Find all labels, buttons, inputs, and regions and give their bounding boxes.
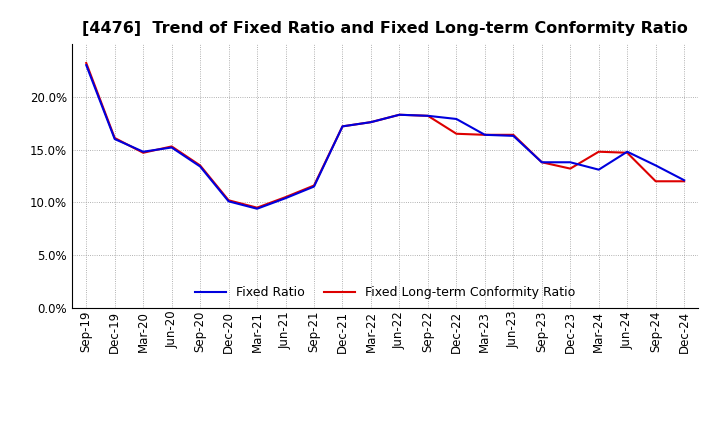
Fixed Long-term Conformity Ratio <box>253 205 261 210</box>
Fixed Long-term Conformity Ratio <box>423 113 432 118</box>
Fixed Ratio <box>395 112 404 117</box>
Fixed Ratio <box>366 120 375 125</box>
Fixed Ratio <box>110 136 119 142</box>
Fixed Ratio <box>480 132 489 137</box>
Fixed Long-term Conformity Ratio <box>509 132 518 137</box>
Fixed Long-term Conformity Ratio <box>480 132 489 137</box>
Fixed Ratio <box>423 113 432 118</box>
Line: Fixed Long-term Conformity Ratio: Fixed Long-term Conformity Ratio <box>86 63 684 208</box>
Fixed Ratio <box>537 160 546 165</box>
Legend: Fixed Ratio, Fixed Long-term Conformity Ratio: Fixed Ratio, Fixed Long-term Conformity … <box>190 282 580 304</box>
Fixed Ratio <box>139 149 148 154</box>
Fixed Ratio <box>623 149 631 154</box>
Fixed Ratio <box>282 195 290 201</box>
Fixed Ratio <box>167 145 176 150</box>
Fixed Long-term Conformity Ratio <box>225 198 233 203</box>
Fixed Long-term Conformity Ratio <box>652 179 660 184</box>
Fixed Long-term Conformity Ratio <box>595 149 603 154</box>
Fixed Long-term Conformity Ratio <box>452 131 461 136</box>
Title: [4476]  Trend of Fixed Ratio and Fixed Long-term Conformity Ratio: [4476] Trend of Fixed Ratio and Fixed Lo… <box>82 21 688 36</box>
Fixed Ratio <box>253 206 261 211</box>
Fixed Ratio <box>566 160 575 165</box>
Fixed Long-term Conformity Ratio <box>282 194 290 200</box>
Fixed Long-term Conformity Ratio <box>537 160 546 165</box>
Line: Fixed Ratio: Fixed Ratio <box>86 65 684 209</box>
Fixed Long-term Conformity Ratio <box>623 150 631 155</box>
Fixed Long-term Conformity Ratio <box>82 60 91 66</box>
Fixed Long-term Conformity Ratio <box>395 112 404 117</box>
Fixed Ratio <box>452 116 461 121</box>
Fixed Ratio <box>509 133 518 139</box>
Fixed Ratio <box>680 178 688 183</box>
Fixed Ratio <box>310 184 318 189</box>
Fixed Long-term Conformity Ratio <box>566 166 575 171</box>
Fixed Ratio <box>338 124 347 129</box>
Fixed Long-term Conformity Ratio <box>366 120 375 125</box>
Fixed Long-term Conformity Ratio <box>110 136 119 141</box>
Fixed Long-term Conformity Ratio <box>310 183 318 188</box>
Fixed Ratio <box>196 164 204 169</box>
Fixed Long-term Conformity Ratio <box>338 124 347 129</box>
Fixed Long-term Conformity Ratio <box>680 179 688 184</box>
Fixed Ratio <box>595 167 603 172</box>
Fixed Long-term Conformity Ratio <box>167 144 176 149</box>
Fixed Long-term Conformity Ratio <box>139 150 148 155</box>
Fixed Ratio <box>652 163 660 168</box>
Fixed Ratio <box>225 199 233 204</box>
Fixed Ratio <box>82 62 91 68</box>
Fixed Long-term Conformity Ratio <box>196 163 204 168</box>
